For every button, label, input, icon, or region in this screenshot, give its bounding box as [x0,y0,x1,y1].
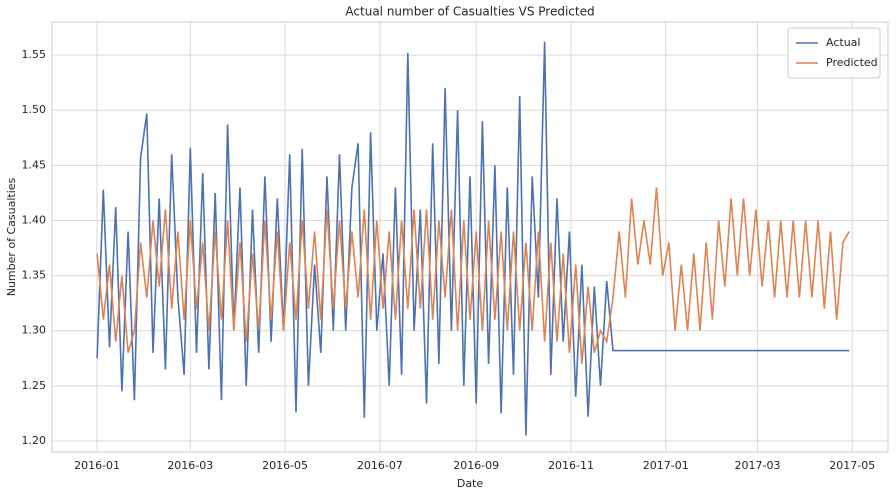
x-tick-label: 2016-03 [167,459,213,472]
x-tick-label: 2017-03 [734,459,780,472]
x-tick-label: 2016-05 [262,459,308,472]
x-tick-label: 2016-11 [548,459,594,472]
y-tick-label: 1.20 [22,434,47,447]
y-axis-label: Number of Casualties [5,177,18,296]
x-tick-label: 2017-05 [829,459,875,472]
series-line [96,187,850,364]
y-tick-label: 1.55 [22,48,47,61]
x-tick-label: 2016-07 [357,459,403,472]
y-tick-label: 1.50 [22,103,47,116]
legend-label: Predicted [826,56,878,69]
x-tick-label: 2017-01 [643,459,689,472]
y-tick-label: 1.30 [22,324,47,337]
legend-label: Actual [826,36,860,49]
series-line [96,41,850,436]
x-tick-label: 2016-09 [453,459,499,472]
y-tick-label: 1.25 [22,379,47,392]
x-tick-label: 2016-01 [74,459,120,472]
plot-frame [51,21,889,453]
chart-title: Actual number of Casualties VS Predicted [345,5,594,19]
y-tick-label: 1.45 [22,158,47,171]
y-tick-label: 1.35 [22,269,47,282]
x-axis-label: Date [457,477,484,490]
y-tick-label: 1.40 [22,213,47,226]
legend-box [787,27,881,79]
